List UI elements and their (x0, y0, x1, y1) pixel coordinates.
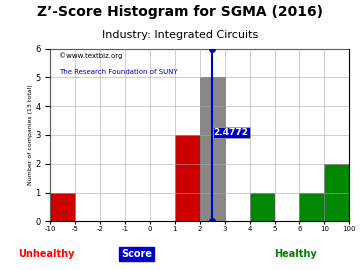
Text: 2.4772: 2.4772 (214, 128, 249, 137)
Bar (50, 193, 75, 221)
Bar (249, 193, 274, 221)
Text: Z’-Score Histogram for SGMA (2016): Z’-Score Histogram for SGMA (2016) (37, 5, 323, 19)
Text: Score: Score (121, 249, 152, 259)
Bar (175, 135, 200, 221)
Text: Industry: Integrated Circuits: Industry: Integrated Circuits (102, 30, 258, 40)
Y-axis label: Number of companies (13 total): Number of companies (13 total) (27, 85, 32, 185)
Text: ©www.textbiz.org: ©www.textbiz.org (59, 52, 123, 59)
Text: The Research Foundation of SUNY: The Research Foundation of SUNY (59, 69, 178, 75)
Text: Unhealthy: Unhealthy (19, 249, 75, 259)
Bar (300, 193, 324, 221)
Text: Healthy: Healthy (274, 249, 316, 259)
Bar (324, 164, 349, 221)
Bar (200, 77, 225, 221)
